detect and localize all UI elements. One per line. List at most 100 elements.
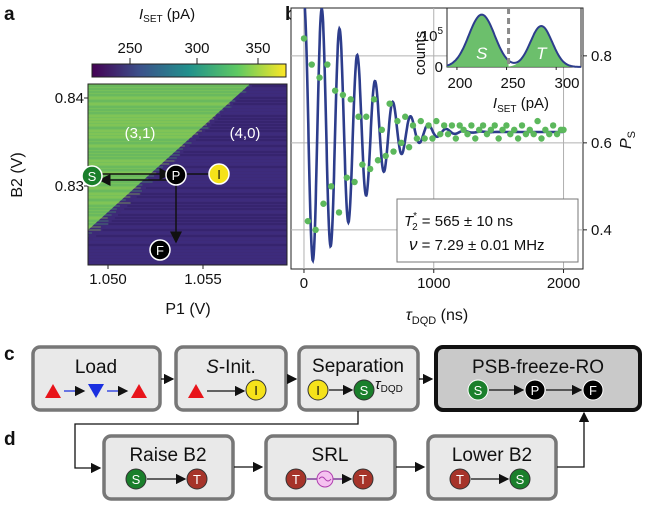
data-point xyxy=(499,126,506,133)
panel-a-label: a xyxy=(4,4,15,25)
nu-annotation: ν = 7.29 ± 0.01 MHz xyxy=(409,235,545,254)
data-point xyxy=(472,135,479,142)
data-point xyxy=(320,200,327,207)
svg-text:τDQD: τDQD xyxy=(375,376,403,395)
step-psb-freeze-ro: PSB-freeze-RO S P F xyxy=(434,345,642,412)
histogram-fill-t xyxy=(508,26,581,67)
svg-text:S: S xyxy=(474,383,483,398)
y-tick-label: 0.8 xyxy=(591,48,612,65)
data-point xyxy=(324,61,331,68)
data-points xyxy=(300,35,567,234)
data-point xyxy=(308,61,315,68)
data-point xyxy=(425,122,432,129)
data-point xyxy=(433,117,440,125)
fit-annotation-box xyxy=(396,198,579,263)
marker-s: S xyxy=(81,165,103,187)
data-point xyxy=(417,117,424,125)
marker-f: F xyxy=(149,239,171,261)
triangle-up-icon xyxy=(131,384,147,398)
data-point xyxy=(304,217,312,225)
histogram-fill-s xyxy=(447,14,509,68)
data-point xyxy=(483,130,491,138)
data-point xyxy=(514,135,522,142)
data-point xyxy=(553,130,561,138)
x-tick-label: 0 xyxy=(300,275,308,292)
data-point xyxy=(339,91,347,99)
data-point xyxy=(300,35,308,42)
triangle-down-icon xyxy=(88,384,104,398)
data-point xyxy=(359,161,366,168)
step-srl: SRL T T xyxy=(264,434,397,501)
data-point xyxy=(526,126,533,133)
data-point xyxy=(522,130,530,138)
flow-connector xyxy=(557,411,590,468)
flow-connector xyxy=(74,411,359,474)
svg-text:I: I xyxy=(217,167,221,182)
data-point xyxy=(402,113,409,120)
data-point xyxy=(366,165,374,173)
svg-text:Lower B2: Lower B2 xyxy=(452,445,532,466)
region-label-40: (4,0) xyxy=(230,125,261,142)
region-label-31: (3,1) xyxy=(125,125,156,142)
t2-annotation: T* 2 = 565 ± 10 ns xyxy=(404,211,513,233)
data-point xyxy=(452,135,460,142)
step-load: Load xyxy=(31,345,162,412)
data-point xyxy=(343,174,351,181)
data-point xyxy=(511,126,518,133)
data-point xyxy=(468,122,475,129)
marker-i: I xyxy=(208,163,230,185)
svg-text:S-Init.: S-Init. xyxy=(206,357,256,378)
data-point xyxy=(487,126,495,133)
data-point xyxy=(475,126,483,133)
panel-d-label: d xyxy=(4,429,16,450)
data-point xyxy=(479,122,487,129)
data-point xyxy=(491,122,498,129)
data-point xyxy=(429,135,436,142)
svg-text:S: S xyxy=(88,169,97,184)
svg-text:Raise B2: Raise B2 xyxy=(129,445,206,466)
inset-y-label: counts xyxy=(412,31,429,75)
y-tick-label: 0.4 xyxy=(591,222,612,239)
fit-curve xyxy=(303,8,564,265)
inset-x-tick: 200 xyxy=(447,75,472,92)
y-tick: 0.84 xyxy=(55,90,84,107)
triangle-up-icon xyxy=(45,384,61,398)
data-point xyxy=(534,117,541,125)
svg-text:P: P xyxy=(172,168,181,183)
x-tick-label: 1000 xyxy=(417,275,450,292)
peak-label: S xyxy=(476,44,488,63)
data-point xyxy=(331,87,339,94)
svg-text:S: S xyxy=(360,383,369,398)
data-point xyxy=(538,135,545,142)
data-point xyxy=(382,152,389,160)
fit-line xyxy=(303,8,564,265)
y-axis-label-b: PS xyxy=(618,131,638,149)
data-point xyxy=(546,130,553,138)
colorbar-title: ISET (pA) xyxy=(139,6,195,25)
data-point xyxy=(560,126,567,133)
triangle-up-icon xyxy=(188,384,204,398)
data-point xyxy=(328,183,335,190)
svg-text:S: S xyxy=(132,472,141,487)
svg-text:I: I xyxy=(254,383,258,398)
data-point xyxy=(413,135,421,142)
y-tick-label: 0.6 xyxy=(591,135,612,152)
data-point xyxy=(390,148,397,155)
data-point xyxy=(374,157,382,164)
svg-text:T: T xyxy=(292,472,300,487)
inset-y-tick: 0 xyxy=(435,59,443,76)
svg-text:SRL: SRL xyxy=(312,445,349,466)
data-point xyxy=(437,130,444,138)
step-raise-b2: Raise B2 S T xyxy=(102,434,235,501)
x-axis-label-b: τDQD (ns) xyxy=(406,307,468,327)
x-tick-label: 2000 xyxy=(547,275,580,292)
x-axis-label-a: P1 (V) xyxy=(165,301,210,318)
svg-text:F: F xyxy=(156,243,164,258)
svg-text:S: S xyxy=(516,472,525,487)
svg-text:F: F xyxy=(589,383,597,398)
svg-text:I: I xyxy=(316,383,320,398)
data-point xyxy=(464,130,471,138)
data-point xyxy=(444,130,452,138)
y-axis-label-a: B2 (V) xyxy=(9,152,26,197)
data-point xyxy=(398,139,405,147)
